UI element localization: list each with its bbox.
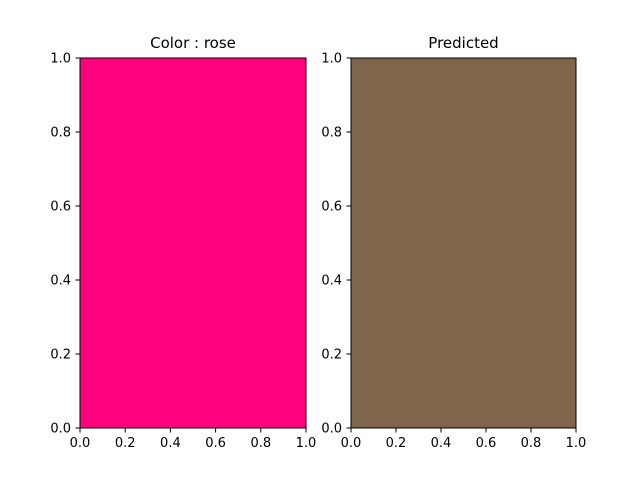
left-y-tick-label: 0.4 [50,274,71,289]
left-x-tick-label: 0.8 [250,436,271,451]
left-y-tick-label: 0.6 [50,200,71,215]
left-x-tick-label: 0.2 [115,436,136,451]
left-y-tick-label: 0.8 [50,126,71,141]
right-x-tick-label: 1.0 [566,436,587,451]
left-y-tick-label: 1.0 [50,52,71,67]
right-x-tick-label: 0.0 [341,436,362,451]
right-y-tick-label: 0.4 [321,274,342,289]
left-x-tick-label: 1.0 [296,436,317,451]
left-x-tick-label: 0.0 [70,436,91,451]
left-axes-frame [79,57,307,429]
right-y-tick-label: 1.0 [321,52,342,67]
left-x-tick-label: 0.4 [160,436,181,451]
left-y-tick-label: 0.0 [50,422,71,437]
right-y-tick-label: 0.0 [321,422,342,437]
right-panel-title: Predicted [428,34,498,52]
right-y-tick-label: 0.6 [321,200,342,215]
right-x-tick-label: 0.2 [386,436,407,451]
left-color-swatch [80,58,306,428]
right-panel: Predicted 0.0 0.2 0.4 0.6 0.8 1.0 0.0 0.2 0.4 0.6… [321,34,586,451]
left-x-tick-label: 0.6 [205,436,226,451]
right-y-tick-label: 0.8 [321,126,342,141]
right-x-tick-label: 0.8 [521,436,542,451]
right-x-tick-label: 0.4 [431,436,452,451]
right-axes-frame [350,57,577,429]
right-y-tick-label: 0.2 [321,348,342,363]
left-panel-title: Color : rose [150,34,236,52]
left-panel: Color : rose 0.0 0.2 0.4 0.6 0.8 1.0 0.0 0.2 0.4… [50,34,316,451]
right-x-tick-label: 0.6 [476,436,497,451]
left-y-tick-label: 0.2 [50,348,71,363]
right-color-swatch [351,58,576,428]
